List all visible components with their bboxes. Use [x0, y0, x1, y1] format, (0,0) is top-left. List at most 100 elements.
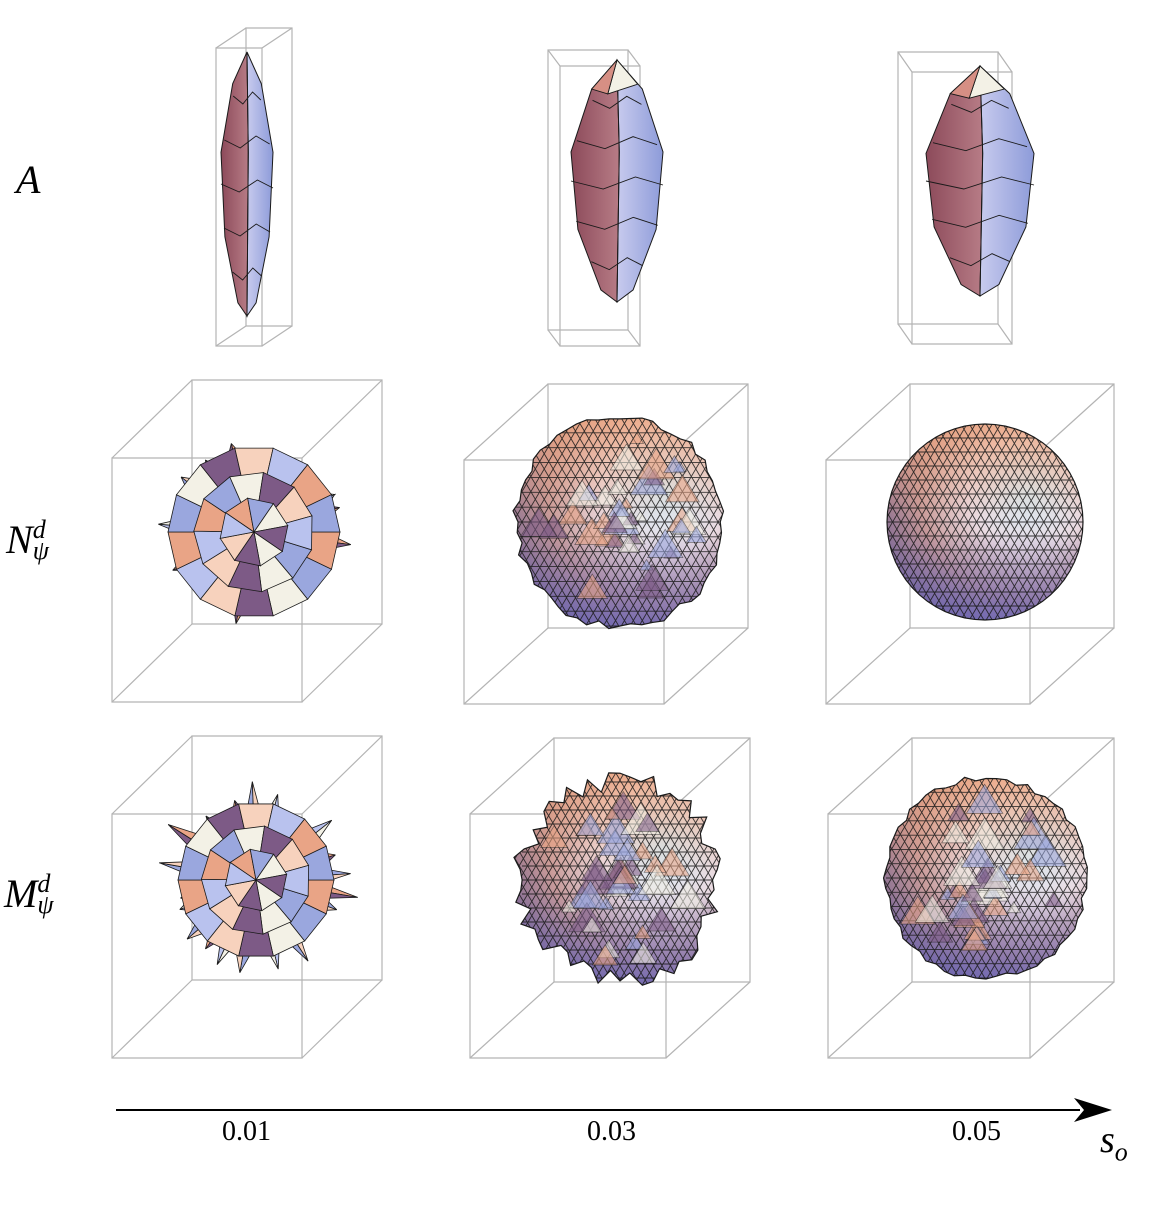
- bump-facet: [1003, 852, 1032, 875]
- ellipsoid-left: [925, 64, 984, 297]
- bump-facet: [982, 864, 1013, 889]
- bump-facet: [960, 928, 989, 951]
- mesh-line: [542, 418, 724, 629]
- bump-facet: [685, 525, 708, 543]
- box-edge: [463, 627, 549, 705]
- bump-facet: [629, 941, 658, 964]
- mesh-line: [513, 418, 627, 629]
- mesh-line: [560, 418, 724, 629]
- mesh-line: [513, 772, 677, 986]
- mesh-line: [903, 424, 1083, 620]
- mesh-line: [883, 777, 1027, 980]
- mesh-line: [580, 772, 721, 986]
- box-edge: [301, 735, 383, 815]
- box-edge: [827, 737, 913, 815]
- box-edge: [897, 323, 913, 345]
- sphere-outline: [513, 772, 721, 986]
- sphere-outline: [512, 417, 725, 630]
- bump-facet: [1044, 891, 1063, 907]
- mesh-line: [513, 772, 668, 986]
- bump-facet: [982, 894, 1009, 916]
- bump-facet: [604, 806, 620, 820]
- facet-line: [616, 151, 620, 303]
- facet-line: [591, 257, 643, 271]
- shape-m-1: [159, 781, 358, 973]
- bounding-boxes: [111, 27, 1115, 1059]
- box-edge: [627, 49, 641, 67]
- box-edge: [1029, 981, 1115, 1059]
- mesh-line: [887, 424, 1059, 620]
- box-edge: [215, 27, 247, 49]
- bump-facet: [645, 906, 677, 932]
- bump-facet: [1026, 834, 1067, 867]
- shape-n-2: [512, 417, 725, 630]
- mesh-line: [945, 424, 1083, 620]
- shape-n-1: [158, 443, 351, 624]
- core-facet: [254, 873, 288, 899]
- shape-m-2: [513, 772, 721, 986]
- bump-facet: [580, 855, 613, 882]
- mesh-line: [887, 424, 1017, 620]
- bump-facet: [605, 532, 625, 548]
- mesh-line: [533, 418, 724, 629]
- mesh-line: [883, 777, 1001, 980]
- mesh-line: [911, 777, 1088, 980]
- facet-line: [223, 223, 271, 237]
- box-edge: [627, 329, 641, 347]
- mesh-line: [883, 777, 1035, 980]
- mesh-line: [970, 424, 1083, 620]
- mesh-line: [971, 777, 1088, 980]
- core-facet: [252, 525, 289, 553]
- bump-facet: [633, 510, 648, 522]
- box-edge: [547, 49, 561, 67]
- sphere-mesh: [887, 424, 1083, 620]
- tick-label-2: 0.05: [952, 1116, 1001, 1147]
- mesh-line: [546, 772, 721, 986]
- mesh-line: [937, 424, 1083, 620]
- mesh-line: [887, 424, 1067, 620]
- mesh-line: [883, 777, 993, 980]
- box-edge: [825, 627, 911, 705]
- box-edge: [825, 383, 911, 461]
- bump-facet: [609, 443, 644, 471]
- mesh-line: [962, 777, 1088, 980]
- mesh-line: [979, 777, 1088, 980]
- mesh-line: [613, 418, 724, 629]
- bump-facet: [558, 500, 588, 525]
- mesh-line: [595, 418, 724, 629]
- box-edge: [663, 627, 749, 705]
- bump-facet: [646, 528, 684, 558]
- facet-line: [925, 176, 1035, 190]
- facet-line: [932, 214, 1028, 228]
- bump-facet: [612, 864, 637, 885]
- mesh-line: [551, 418, 724, 629]
- axis-variable-label: so: [1100, 1119, 1128, 1167]
- facet-line: [570, 176, 664, 190]
- mesh-line: [954, 777, 1088, 980]
- bump-facet: [948, 880, 971, 899]
- bump-facet: [664, 474, 701, 503]
- bump-facet: [1021, 819, 1042, 836]
- bump-facet: [947, 803, 970, 822]
- mesh-line: [513, 772, 660, 986]
- mesh-line: [887, 424, 1033, 620]
- mesh-line: [588, 772, 721, 986]
- mesh-line: [605, 772, 721, 986]
- mesh-line: [979, 424, 1083, 620]
- mesh-line: [604, 418, 724, 629]
- bump-facet: [637, 864, 677, 896]
- bump-facet: [607, 478, 628, 495]
- mesh-line: [513, 772, 635, 986]
- bump-facet: [965, 783, 1004, 814]
- mesh-line: [887, 424, 1008, 620]
- bump-facet: [941, 820, 971, 844]
- mesh-line: [883, 777, 1044, 980]
- mesh-line: [887, 424, 1083, 620]
- mesh-line: [597, 772, 721, 986]
- bump-facet: [669, 879, 707, 909]
- bump-facet: [575, 812, 605, 836]
- box-edge: [469, 981, 555, 1059]
